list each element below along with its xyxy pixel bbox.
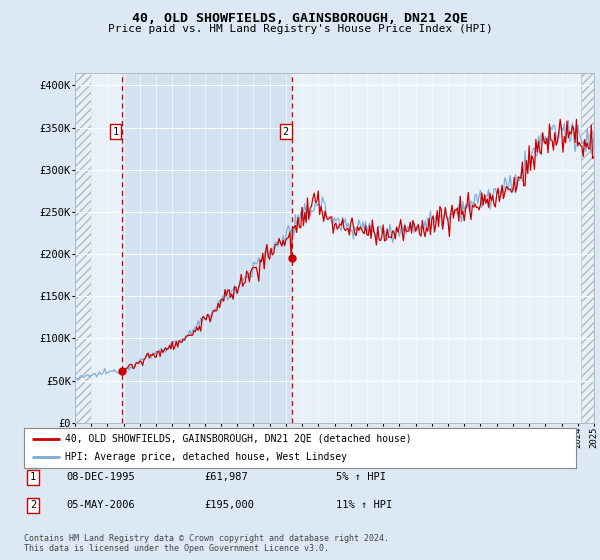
- Bar: [581, 73, 594, 423]
- Text: 40, OLD SHOWFIELDS, GAINSBOROUGH, DN21 2QE (detached house): 40, OLD SHOWFIELDS, GAINSBOROUGH, DN21 2…: [65, 434, 412, 444]
- Text: 11% ↑ HPI: 11% ↑ HPI: [336, 500, 392, 510]
- Text: Contains HM Land Registry data © Crown copyright and database right 2024.
This d: Contains HM Land Registry data © Crown c…: [24, 534, 389, 553]
- Text: 1: 1: [112, 127, 119, 137]
- Text: £61,987: £61,987: [204, 472, 248, 482]
- Text: 40, OLD SHOWFIELDS, GAINSBOROUGH, DN21 2QE: 40, OLD SHOWFIELDS, GAINSBOROUGH, DN21 2…: [132, 12, 468, 25]
- Text: 05-MAY-2006: 05-MAY-2006: [66, 500, 135, 510]
- Text: 1: 1: [30, 472, 36, 482]
- Text: 5% ↑ HPI: 5% ↑ HPI: [336, 472, 386, 482]
- Text: HPI: Average price, detached house, West Lindsey: HPI: Average price, detached house, West…: [65, 452, 347, 462]
- Text: 2: 2: [283, 127, 289, 137]
- Text: 08-DEC-1995: 08-DEC-1995: [66, 472, 135, 482]
- Text: £195,000: £195,000: [204, 500, 254, 510]
- Text: Price paid vs. HM Land Registry's House Price Index (HPI): Price paid vs. HM Land Registry's House …: [107, 24, 493, 34]
- Bar: [122, 73, 292, 423]
- Bar: [75, 73, 91, 423]
- Text: 2: 2: [30, 500, 36, 510]
